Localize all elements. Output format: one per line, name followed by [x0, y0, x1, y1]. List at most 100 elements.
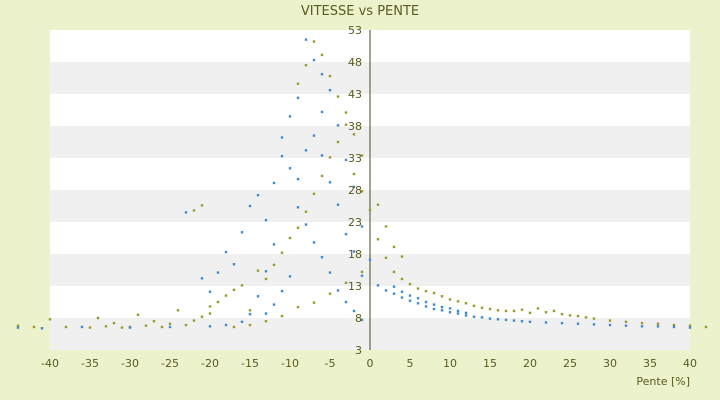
data-point	[344, 232, 348, 236]
data-point	[232, 288, 236, 292]
data-point	[344, 123, 348, 126]
data-point	[656, 322, 660, 325]
data-point	[336, 124, 340, 127]
data-point	[144, 324, 148, 327]
x-tick-label: 20	[523, 357, 537, 370]
data-point	[168, 325, 172, 329]
data-point	[280, 314, 284, 318]
data-point	[560, 321, 564, 325]
data-point	[208, 305, 212, 308]
y-tick-label: 43	[348, 88, 362, 101]
data-point	[416, 302, 420, 305]
y-tick-label: 13	[348, 280, 362, 293]
data-point	[592, 317, 596, 320]
data-point	[344, 158, 348, 162]
data-point	[496, 318, 500, 321]
data-point	[640, 325, 644, 328]
data-point	[184, 211, 188, 214]
data-point	[400, 296, 404, 299]
data-point	[376, 203, 380, 206]
x-tick-label: 25	[563, 357, 577, 370]
data-point	[392, 285, 396, 288]
data-point	[408, 299, 412, 302]
data-point	[344, 300, 348, 304]
data-point	[656, 325, 660, 328]
data-point	[296, 177, 300, 181]
data-point	[256, 295, 260, 298]
data-point	[384, 256, 388, 260]
data-point	[456, 309, 460, 313]
data-point	[360, 270, 364, 274]
data-point	[256, 193, 260, 197]
data-point	[408, 294, 412, 297]
x-tick-label: -35	[81, 357, 99, 370]
data-point	[88, 326, 92, 329]
data-point	[192, 209, 196, 212]
data-point	[280, 136, 284, 139]
y-tick-label: 8	[355, 312, 362, 325]
data-point	[544, 311, 548, 314]
data-point	[160, 325, 164, 329]
data-point	[176, 309, 180, 312]
data-point	[128, 326, 132, 329]
data-point	[400, 255, 404, 258]
data-point	[32, 325, 36, 329]
data-point	[640, 321, 644, 325]
data-point	[296, 206, 300, 209]
x-tick-label: -30	[121, 357, 139, 370]
data-point	[328, 292, 332, 295]
data-point	[16, 324, 20, 327]
data-point	[536, 307, 540, 310]
data-point	[456, 300, 460, 303]
data-point	[472, 304, 476, 308]
x-tick-label: 15	[483, 357, 497, 370]
data-point	[232, 325, 236, 329]
data-point	[248, 309, 252, 312]
data-point	[328, 271, 332, 274]
y-tick-label: 33	[348, 152, 362, 165]
data-point	[376, 284, 380, 287]
data-point	[584, 316, 588, 319]
data-point	[264, 312, 268, 315]
x-tick-label: 0	[367, 357, 374, 370]
data-point	[296, 226, 300, 229]
data-point	[608, 319, 612, 322]
data-point	[240, 284, 244, 287]
data-point	[112, 321, 116, 325]
data-point	[360, 190, 364, 193]
data-point	[592, 323, 596, 326]
data-point	[304, 149, 308, 152]
data-point	[576, 322, 580, 325]
x-tick-label: 40	[683, 357, 697, 370]
data-point	[224, 294, 228, 297]
data-point	[288, 236, 292, 240]
chart-title: VITESSE vs PENTE	[301, 4, 419, 19]
data-point	[288, 275, 292, 278]
data-point	[48, 318, 52, 321]
data-point	[360, 318, 364, 322]
data-point	[440, 295, 444, 298]
y-tick-label: 38	[348, 120, 362, 133]
data-point	[624, 320, 628, 324]
data-point	[608, 323, 612, 327]
data-point	[136, 313, 140, 316]
data-point	[440, 309, 444, 312]
x-axis-label: Pente [%]	[636, 375, 690, 388]
data-point	[544, 321, 548, 324]
data-point	[184, 323, 188, 327]
data-point	[552, 309, 556, 313]
data-point	[288, 115, 292, 118]
data-point	[248, 323, 252, 327]
x-tick-labels: -40 -35 -30 -25 -20 -15 -10 -5 0 5 10 15 20 25 30 35 40	[41, 357, 697, 370]
data-point	[432, 291, 436, 295]
data-point	[168, 322, 172, 325]
x-tick-label: -25	[161, 357, 179, 370]
data-point	[440, 305, 444, 309]
data-point	[400, 277, 404, 281]
data-point	[320, 72, 324, 76]
data-point	[672, 323, 676, 327]
data-point	[392, 245, 396, 249]
data-point	[512, 319, 516, 322]
y-tick-label: 3	[355, 344, 362, 357]
